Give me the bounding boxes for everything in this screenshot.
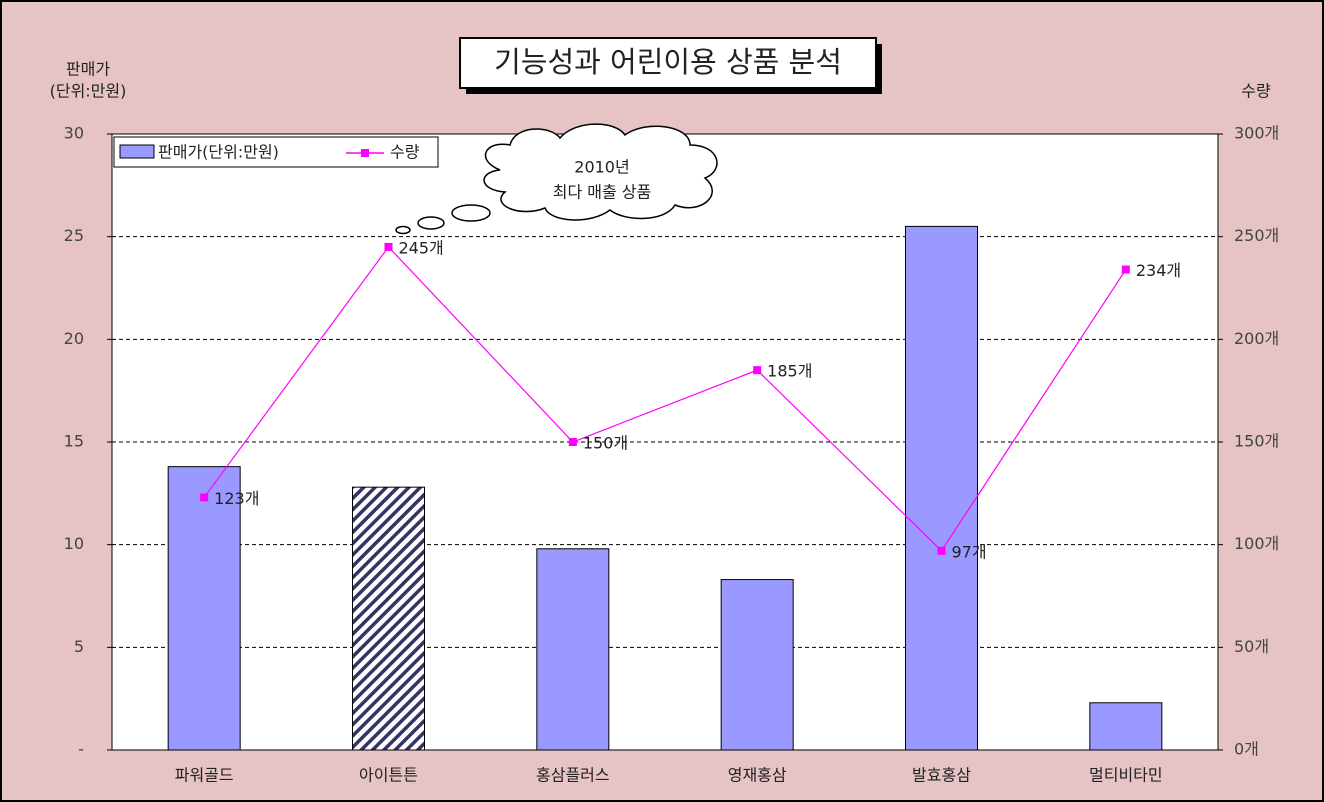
x-tick-label: 영재홍삼 [728,766,787,785]
chart-title: 기능성과 어린이용 상품 분석 [494,45,842,79]
bar [721,580,793,750]
data-label: 97개 [952,542,987,561]
y2-tick-label: 50개 [1234,637,1269,656]
y-tick-label: - [78,740,84,759]
page: {"chart_data": {"type": "bar-line", "tit… [0,0,1324,802]
legend-swatch [120,145,154,158]
bar [168,467,240,750]
x-tick-label: 홍삼플러스 [536,766,610,785]
annotation: 2010년 [574,158,629,177]
x-tick-label: 파워골드 [175,766,234,785]
data-label: 150개 [583,434,628,453]
marker [200,493,208,501]
y2-tick-label: 200개 [1234,329,1279,348]
marker [385,243,393,251]
x-tick-label: 아이튼튼 [359,766,418,785]
data-label: 234개 [1136,261,1181,280]
legend-label: 수량 [390,143,420,162]
y-tick-label: 10 [64,534,84,553]
y2-tick-label: 300개 [1234,124,1279,143]
data-label: 245개 [399,238,444,257]
chart: 기능성과 어린이용 상품 분석 판매가 (단위:만원) 수량 2010년 최다 … [0,0,1324,802]
y-axis-label: 판매가 [66,60,110,79]
y-tick-label: 20 [64,329,84,348]
y-axis-label: (단위:만원) [50,82,127,101]
y2-tick-label: 150개 [1234,432,1279,451]
legend-marker [361,149,369,157]
marker [1122,266,1130,274]
marker [569,438,577,446]
x-tick-label: 멀티비타민 [1089,766,1163,785]
y-tick-label: 15 [64,432,84,451]
y2-tick-label: 0개 [1234,740,1259,759]
marker [753,366,761,374]
y2-tick-label: 100개 [1234,534,1279,553]
y-tick-label: 5 [74,637,84,656]
y2-axis-label: 수량 [1241,82,1271,101]
y-tick-label: 25 [64,226,84,245]
y2-tick-label: 250개 [1234,226,1279,245]
bar [353,487,425,750]
legend-label: 판매가(단위:만원) [158,143,279,162]
annotation: 최다 매출 상품 [553,183,652,202]
data-label: 123개 [214,489,259,508]
bar [537,549,609,750]
bar [906,226,978,750]
marker [938,547,946,555]
x-tick-label: 발효홍삼 [912,766,971,785]
data-label: 185개 [767,362,812,381]
y-tick-label: 30 [64,124,84,143]
bar [1090,703,1162,750]
